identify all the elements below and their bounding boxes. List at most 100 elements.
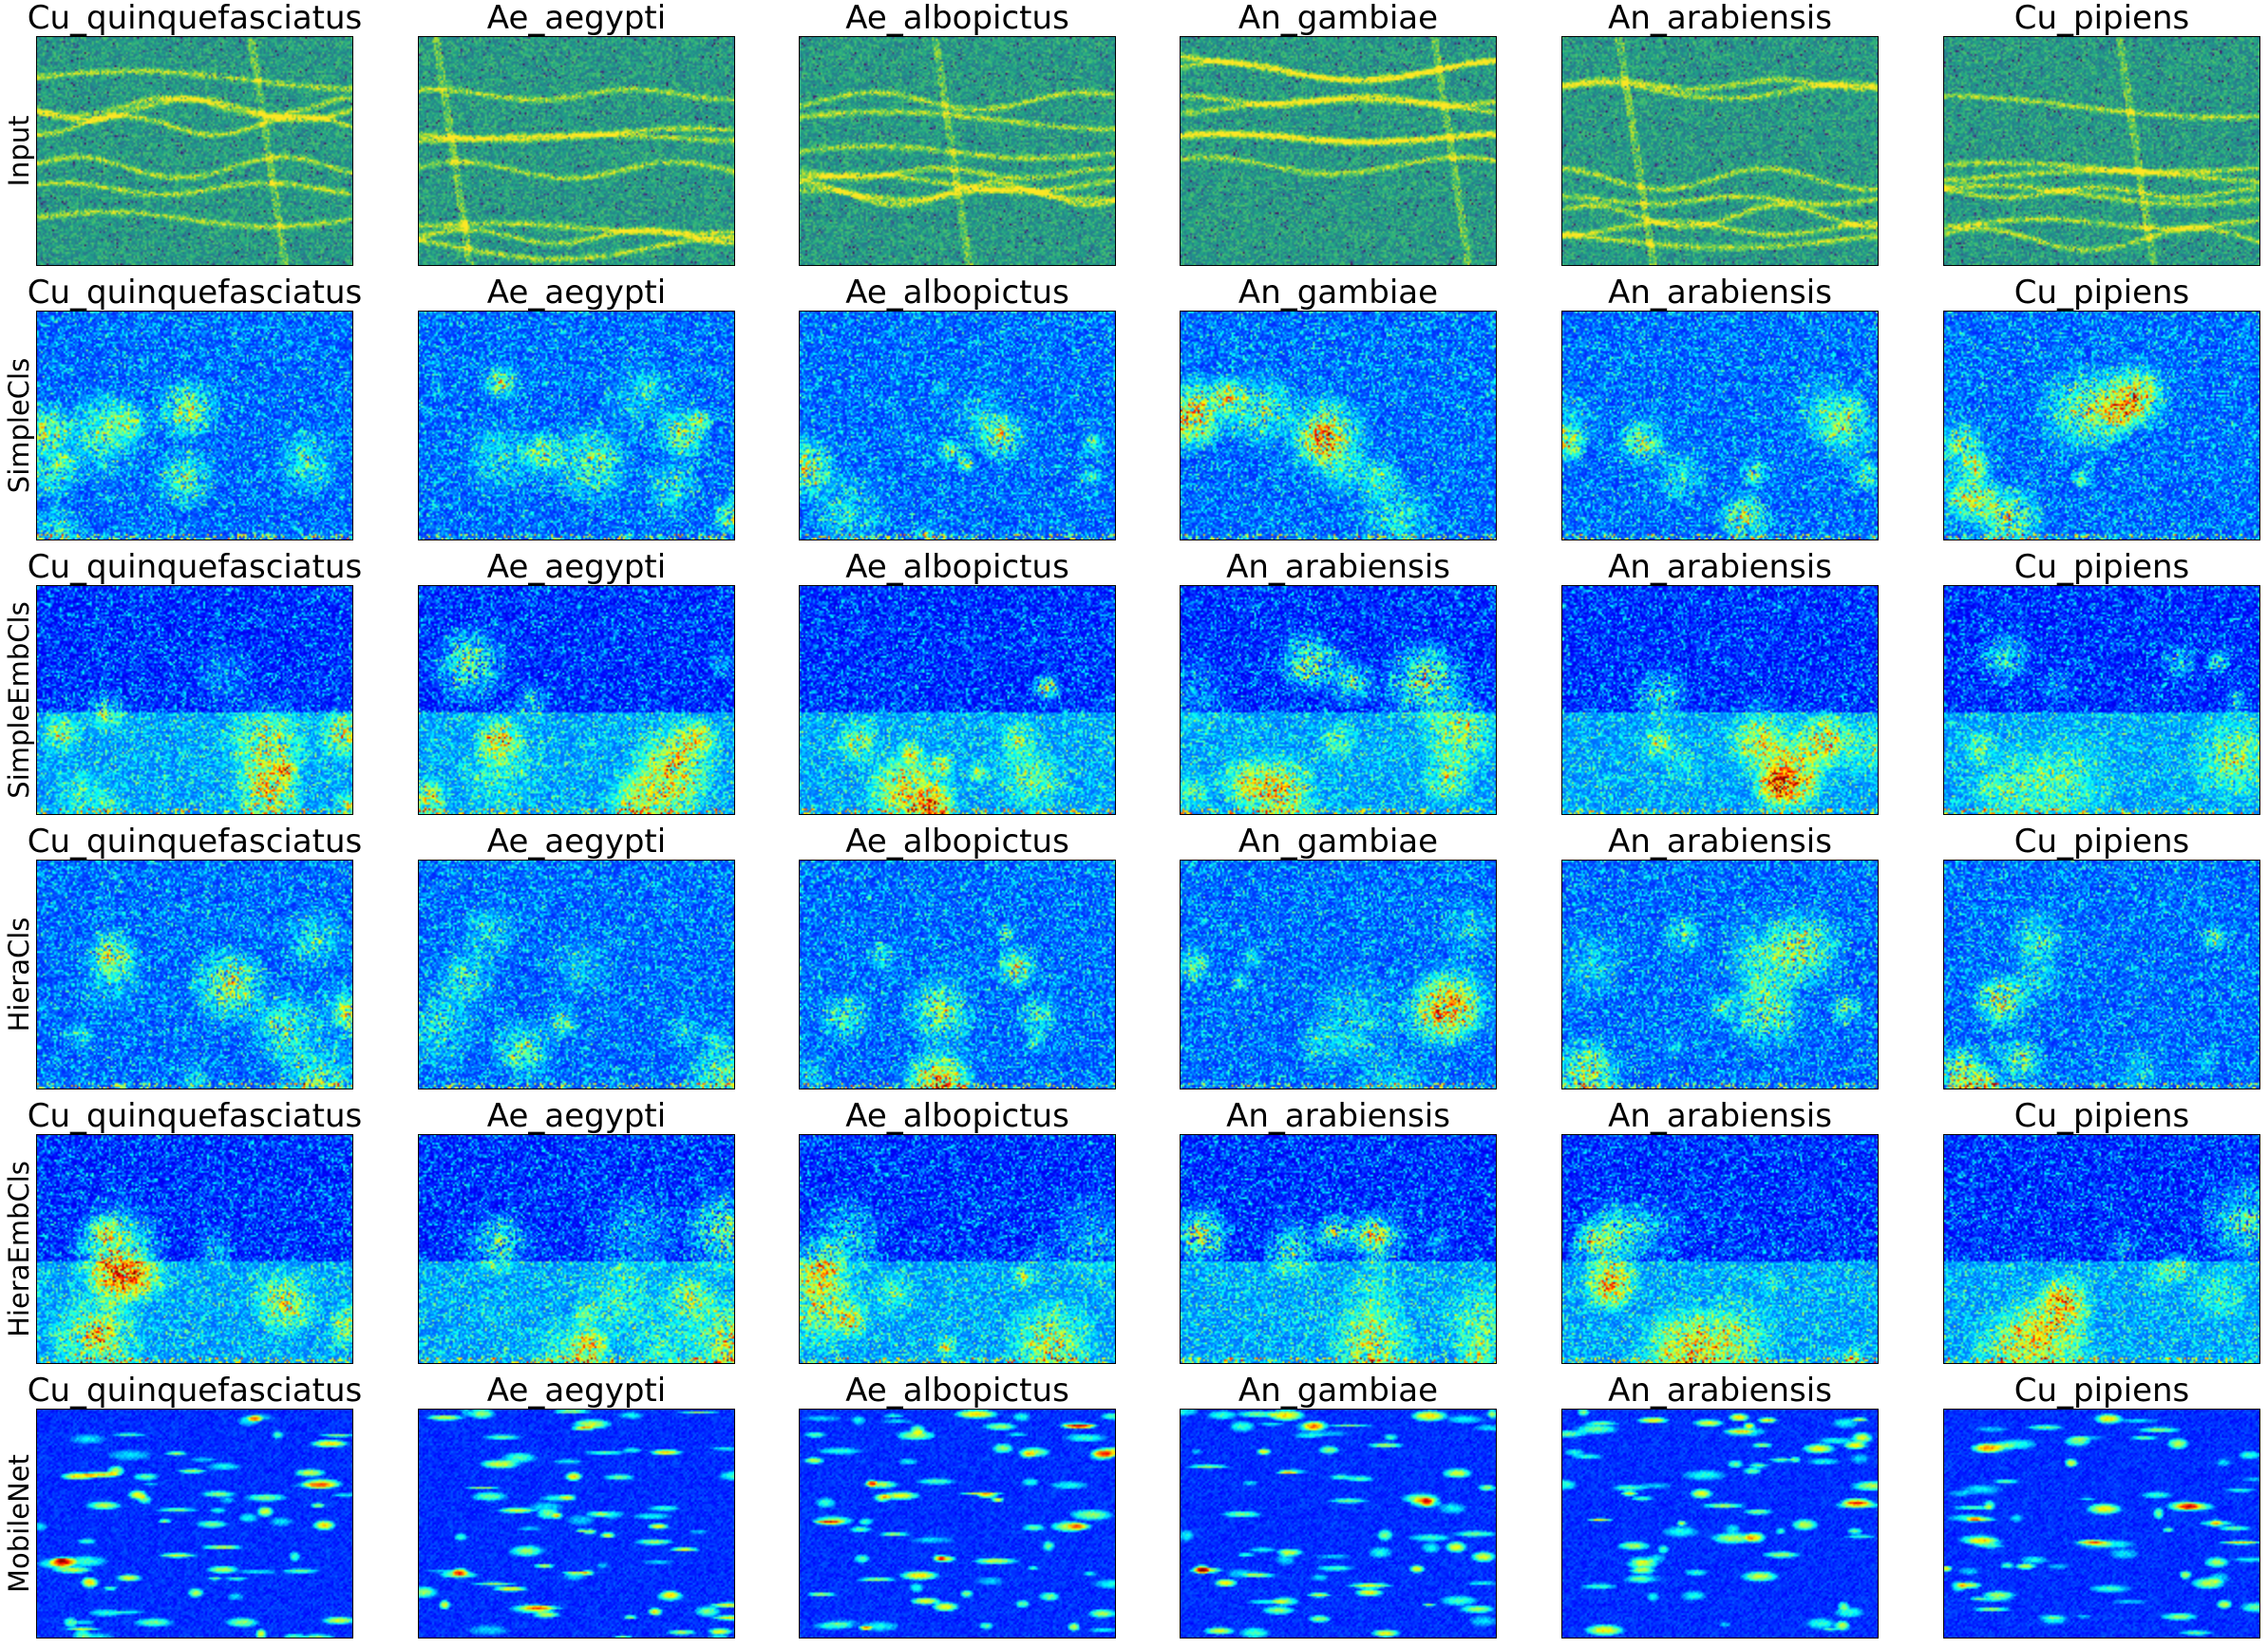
heatmap-canvas xyxy=(419,861,734,1089)
saliency-map-image xyxy=(1561,311,1879,540)
saliency-map-image xyxy=(799,311,1116,540)
spectrogram-image xyxy=(36,36,353,266)
saliency-map-image xyxy=(1180,585,1497,815)
panel-title: Cu_quinquefasciatus xyxy=(28,276,363,309)
heatmap-canvas xyxy=(1944,1410,2259,1638)
heatmap-canvas xyxy=(1181,312,1496,540)
panel-title: Cu_pipiens xyxy=(2014,2,2190,34)
row-label: HieraCls xyxy=(3,918,35,1032)
saliency-map-image xyxy=(418,585,735,815)
saliency-map-image xyxy=(799,1134,1116,1364)
heatmap-canvas xyxy=(1562,37,1878,265)
panel-title: An_arabiensis xyxy=(1226,551,1450,583)
row-label: HieraEmbCls xyxy=(3,1161,35,1337)
saliency-map-image xyxy=(1943,311,2260,540)
panel-title: Ae_aegypti xyxy=(487,276,666,309)
saliency-map-image xyxy=(36,585,353,815)
panel-title: An_arabiensis xyxy=(1608,551,1832,583)
saliency-map-image xyxy=(1943,585,2260,815)
panel-title: Ae_albopictus xyxy=(845,2,1069,34)
saliency-map-image xyxy=(1561,1134,1879,1364)
heatmap-canvas xyxy=(800,586,1115,814)
heatmap-canvas xyxy=(1562,861,1878,1089)
heatmap-canvas xyxy=(1562,586,1878,814)
panel-title: An_arabiensis xyxy=(1608,2,1832,34)
panel-title: An_gambiae xyxy=(1238,825,1438,858)
saliency-map-image xyxy=(1943,860,2260,1089)
heatmap-canvas xyxy=(37,861,352,1089)
saliency-map-image xyxy=(36,860,353,1089)
heatmap-canvas xyxy=(800,861,1115,1089)
spectrogram-image xyxy=(418,36,735,266)
saliency-map-image xyxy=(418,1134,735,1364)
panel-title: An_arabiensis xyxy=(1608,276,1832,309)
heatmap-canvas xyxy=(37,1135,352,1363)
panel-title: An_arabiensis xyxy=(1226,1100,1450,1132)
saliency-map-image xyxy=(799,585,1116,815)
panel-title: Cu_pipiens xyxy=(2014,1374,2190,1407)
saliency-map-image xyxy=(1180,860,1497,1089)
heatmap-canvas xyxy=(1181,1135,1496,1363)
heatmap-canvas xyxy=(800,312,1115,540)
panel-title: Cu_quinquefasciatus xyxy=(28,1100,363,1132)
heatmap-canvas xyxy=(37,312,352,540)
panel-title: An_arabiensis xyxy=(1608,1374,1832,1407)
saliency-map-image xyxy=(36,1134,353,1364)
heatmap-canvas xyxy=(1181,1410,1496,1638)
saliency-map-image xyxy=(1943,1409,2260,1639)
saliency-map-image xyxy=(1943,1134,2260,1364)
row-label: MobileNet xyxy=(3,1454,35,1593)
heatmap-canvas xyxy=(800,1135,1115,1363)
saliency-map-image xyxy=(1180,1134,1497,1364)
panel-title: Ae_albopictus xyxy=(845,1100,1069,1132)
saliency-map-image xyxy=(1561,585,1879,815)
panel-title: Ae_albopictus xyxy=(845,551,1069,583)
heatmap-canvas xyxy=(1944,861,2259,1089)
spectrogram-image xyxy=(799,36,1116,266)
heatmap-canvas xyxy=(419,37,734,265)
panel-title: Cu_quinquefasciatus xyxy=(28,1374,363,1407)
saliency-map-image xyxy=(799,860,1116,1089)
heatmap-canvas xyxy=(419,586,734,814)
spectrogram-image xyxy=(1180,36,1497,266)
heatmap-canvas xyxy=(1562,1410,1878,1638)
spectrogram-image xyxy=(1943,36,2260,266)
panel-title: An_gambiae xyxy=(1238,276,1438,309)
panel-title: Ae_albopictus xyxy=(845,825,1069,858)
panel-title: Cu_pipiens xyxy=(2014,1100,2190,1132)
heatmap-canvas xyxy=(1181,586,1496,814)
heatmap-canvas xyxy=(1562,1135,1878,1363)
panel-title: Cu_pipiens xyxy=(2014,825,2190,858)
saliency-map-image xyxy=(418,1409,735,1639)
panel-title: Ae_aegypti xyxy=(487,551,666,583)
heatmap-canvas xyxy=(419,312,734,540)
saliency-map-image xyxy=(1561,860,1879,1089)
heatmap-canvas xyxy=(1944,312,2259,540)
panel-title: Cu_pipiens xyxy=(2014,551,2190,583)
saliency-map-image xyxy=(418,860,735,1089)
panel-title: Ae_aegypti xyxy=(487,825,666,858)
heatmap-canvas xyxy=(37,586,352,814)
heatmap-canvas xyxy=(419,1135,734,1363)
heatmap-canvas xyxy=(419,1410,734,1638)
panel-title: An_arabiensis xyxy=(1608,1100,1832,1132)
saliency-map-image xyxy=(1180,1409,1497,1639)
heatmap-canvas xyxy=(1181,37,1496,265)
panel-title: An_gambiae xyxy=(1238,2,1438,34)
panel-title: Cu_quinquefasciatus xyxy=(28,825,363,858)
row-label: SimpleCls xyxy=(3,358,35,493)
panel-title: Ae_albopictus xyxy=(845,276,1069,309)
panel-title: Cu_quinquefasciatus xyxy=(28,2,363,34)
saliency-map-image xyxy=(36,1409,353,1639)
heatmap-canvas xyxy=(1944,586,2259,814)
heatmap-canvas xyxy=(800,37,1115,265)
panel-title: An_arabiensis xyxy=(1608,825,1832,858)
row-label: Input xyxy=(3,115,35,186)
heatmap-canvas xyxy=(1944,37,2259,265)
saliency-map-image xyxy=(1561,1409,1879,1639)
saliency-map-image xyxy=(36,311,353,540)
panel-title: Ae_aegypti xyxy=(487,1374,666,1407)
heatmap-canvas xyxy=(1562,312,1878,540)
panel-title: Ae_aegypti xyxy=(487,2,666,34)
